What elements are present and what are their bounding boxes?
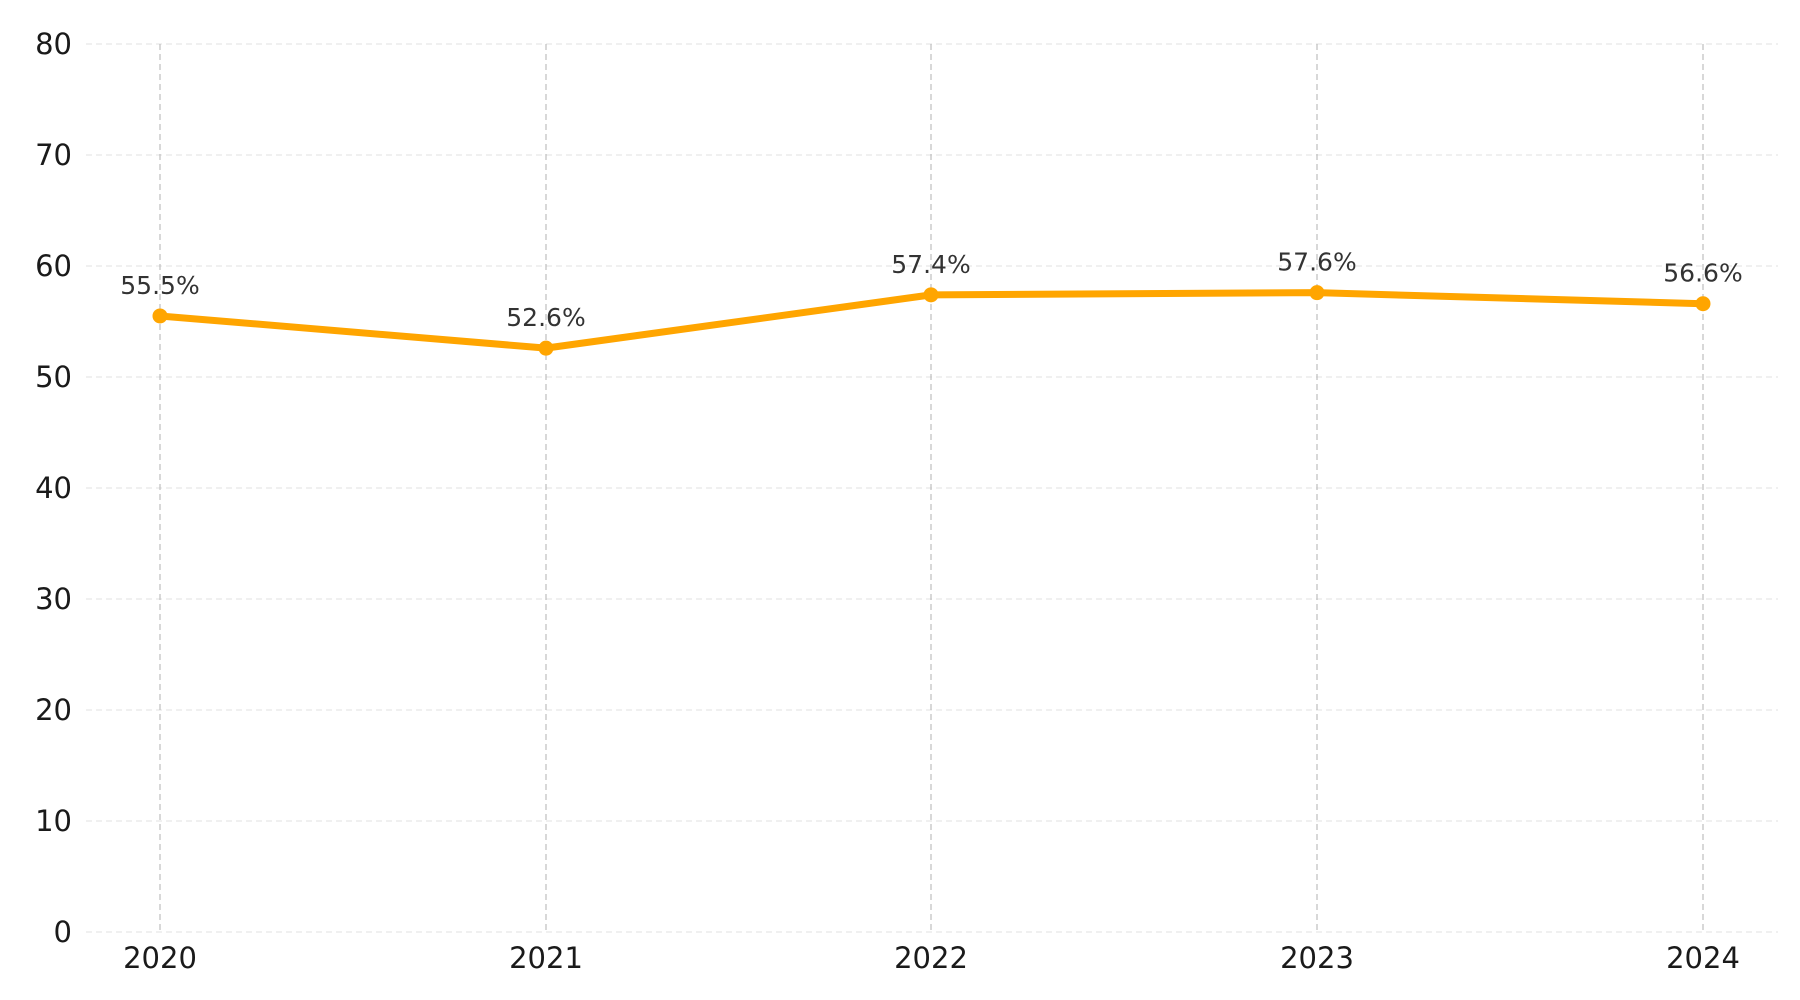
y-tick-label: 30 [35, 582, 72, 616]
y-tick-label: 80 [35, 27, 72, 61]
data-point [538, 340, 554, 356]
data-labels: 55.5% 52.6% 57.4% 57.6% 56.6% [120, 248, 1742, 333]
data-point [1309, 285, 1325, 301]
grid [86, 43, 1778, 933]
y-tick-label: 20 [35, 693, 72, 727]
data-point [152, 308, 168, 324]
y-axis: 0 10 20 30 40 50 60 70 80 [35, 27, 72, 949]
x-tick-label: 2020 [123, 941, 197, 975]
x-tick-label: 2021 [509, 941, 583, 975]
y-tick-label: 50 [35, 360, 72, 394]
y-tick-label: 40 [35, 471, 72, 505]
series-line-group [152, 285, 1711, 356]
data-label: 57.4% [891, 250, 970, 279]
data-point [923, 287, 939, 303]
data-label: 57.6% [1277, 248, 1356, 277]
data-label: 55.5% [120, 271, 199, 300]
x-tick-label: 2023 [1280, 941, 1354, 975]
y-tick-label: 60 [35, 249, 72, 283]
x-tick-label: 2024 [1666, 941, 1740, 975]
data-point [1695, 296, 1711, 312]
data-label: 56.6% [1663, 259, 1742, 288]
y-tick-label: 70 [35, 138, 72, 172]
y-tick-label: 10 [35, 804, 72, 838]
y-tick-label: 0 [54, 915, 72, 949]
x-tick-label: 2022 [894, 941, 968, 975]
data-label: 52.6% [506, 303, 585, 332]
x-axis: 2020 2021 2022 2023 2024 [123, 941, 1740, 975]
